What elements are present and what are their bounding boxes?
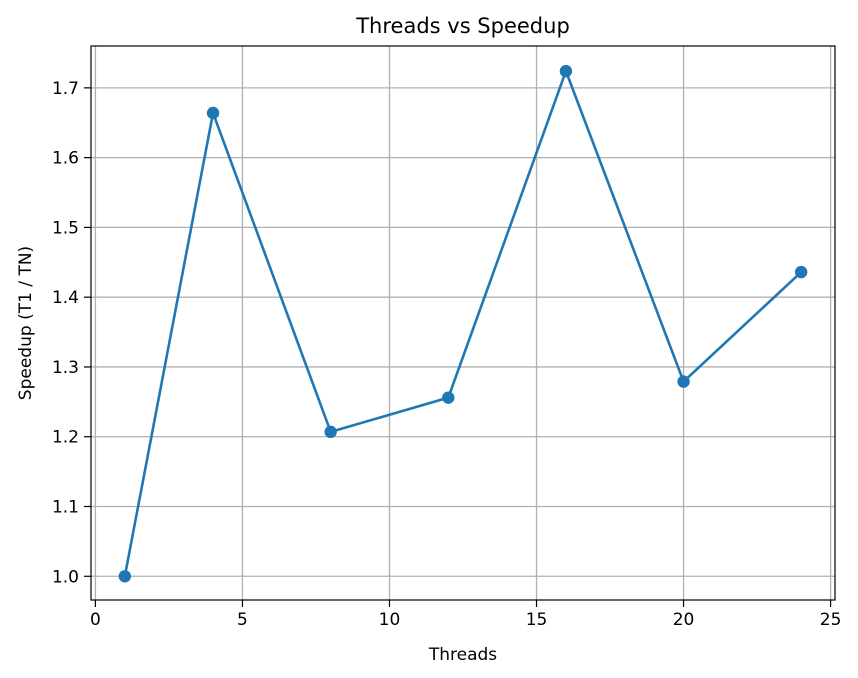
data-point [442, 391, 455, 404]
x-tick-label: 10 [379, 610, 401, 630]
data-point [206, 106, 220, 120]
y-tick-label: 1.5 [52, 218, 79, 238]
data-point [559, 64, 573, 78]
data-point [118, 570, 132, 583]
x-axis-label: Threads [428, 645, 497, 665]
x-tick-label: 0 [90, 610, 101, 630]
chart-title: Threads vs Speedup [355, 14, 570, 38]
data-point [794, 265, 808, 279]
x-tick-label: 25 [820, 610, 842, 630]
data-point [677, 375, 690, 388]
series-layer [118, 64, 808, 583]
y-axis-label: Speedup (T1 / TN) [16, 246, 36, 400]
x-tick-label: 20 [673, 610, 695, 630]
x-tick-label: 5 [237, 610, 248, 630]
grid [91, 46, 835, 600]
y-tick-label: 1.4 [52, 288, 79, 308]
x-tick-label: 15 [526, 610, 548, 630]
y-tick-label: 1.0 [52, 567, 79, 587]
data-point [324, 425, 337, 439]
tick-layer: 0 5 10 15 20 25 1.0 1.1 1.2 1.3 1.4 1.5 1.6 1.7 [52, 79, 841, 630]
y-tick-label: 1.6 [52, 149, 79, 169]
y-tick-label: 1.1 [52, 498, 79, 518]
plot-frame [90, 45, 836, 601]
y-tick-label: 1.2 [52, 428, 79, 448]
y-tick-label: 1.7 [52, 79, 79, 99]
y-tick-label: 1.3 [52, 358, 79, 378]
